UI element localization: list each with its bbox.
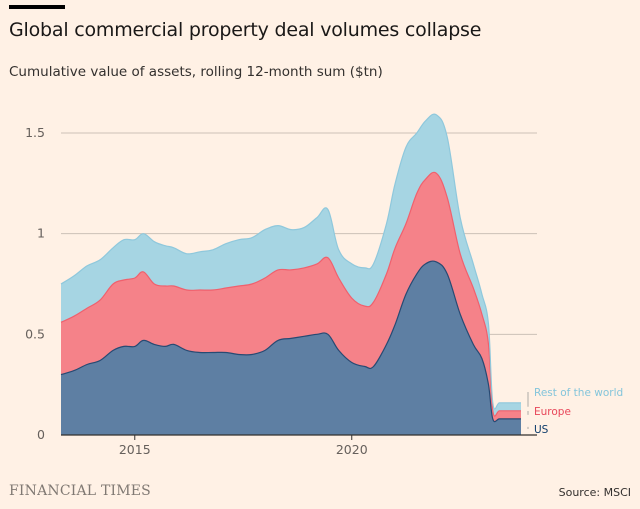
- x-tick-label: 2020: [336, 442, 368, 457]
- legend-label: US: [534, 424, 549, 436]
- x-tick-label: 2015: [119, 442, 151, 457]
- chart-subtitle: Cumulative value of assets, rolling 12-m…: [9, 64, 383, 80]
- line-rest-of-the-world: [60, 113, 521, 410]
- legend-label: Rest of the world: [534, 387, 623, 399]
- y-tick-label: 1.5: [25, 125, 45, 140]
- area-us: [61, 261, 521, 435]
- series-areas: [60, 113, 521, 436]
- line-europe: [60, 171, 521, 417]
- axes: 0 0.5 1 1.5 2015 2020: [25, 125, 537, 457]
- line-us: [60, 260, 521, 423]
- chart-title: Global commercial property deal volumes …: [9, 19, 482, 41]
- y-tick-label: 0.5: [25, 326, 45, 341]
- source-note: Source: MSCI: [558, 486, 631, 499]
- brand-bar: [9, 5, 65, 9]
- y-tick-label: 1: [37, 226, 45, 241]
- legend: US Europe Rest of the world: [527, 387, 623, 436]
- ft-logo: FINANCIAL TIMES: [9, 483, 151, 499]
- y-tick-label: 0: [37, 427, 45, 442]
- legend-label: Europe: [534, 406, 571, 418]
